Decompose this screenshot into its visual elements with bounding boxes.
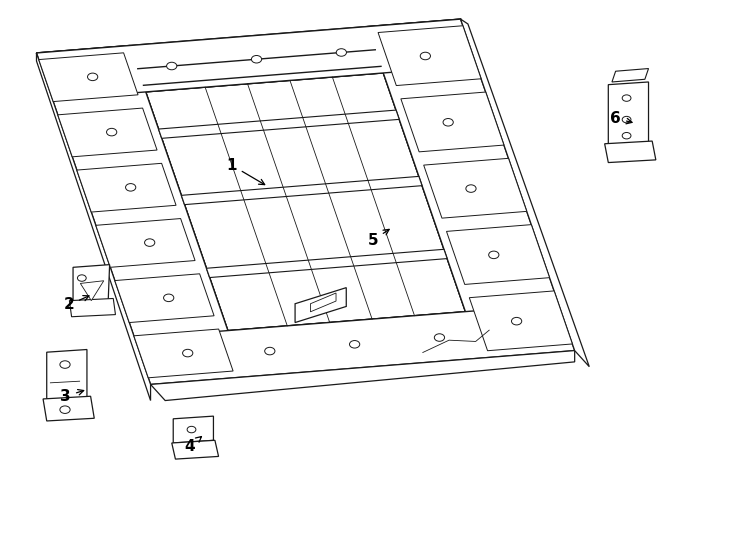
Polygon shape	[43, 396, 94, 421]
Circle shape	[106, 129, 117, 136]
Polygon shape	[47, 349, 87, 401]
Polygon shape	[310, 293, 336, 312]
Circle shape	[443, 118, 454, 126]
Polygon shape	[446, 225, 550, 285]
Circle shape	[489, 251, 499, 259]
Polygon shape	[401, 92, 504, 152]
Circle shape	[187, 427, 196, 433]
Text: 6: 6	[610, 111, 632, 126]
Polygon shape	[181, 177, 422, 205]
Polygon shape	[39, 53, 138, 102]
Polygon shape	[70, 299, 115, 317]
Polygon shape	[96, 219, 195, 267]
Polygon shape	[37, 19, 575, 384]
Circle shape	[252, 56, 261, 63]
Polygon shape	[612, 69, 649, 82]
Polygon shape	[115, 274, 214, 322]
Circle shape	[60, 406, 70, 414]
Polygon shape	[378, 26, 481, 85]
Polygon shape	[77, 163, 176, 212]
Polygon shape	[469, 291, 573, 350]
Text: 3: 3	[60, 389, 84, 404]
Circle shape	[265, 347, 275, 355]
Polygon shape	[37, 19, 476, 99]
Circle shape	[60, 361, 70, 368]
Circle shape	[336, 49, 346, 56]
Polygon shape	[37, 53, 150, 401]
Circle shape	[435, 334, 445, 341]
Circle shape	[167, 62, 177, 70]
Circle shape	[145, 239, 155, 246]
Text: 5: 5	[368, 230, 389, 248]
Polygon shape	[146, 73, 465, 330]
Polygon shape	[367, 19, 575, 358]
Polygon shape	[172, 440, 219, 459]
Text: 2: 2	[63, 295, 89, 313]
Polygon shape	[134, 329, 233, 378]
Circle shape	[183, 349, 193, 357]
Polygon shape	[424, 158, 527, 218]
Polygon shape	[150, 350, 575, 401]
Polygon shape	[80, 281, 103, 301]
Circle shape	[622, 132, 631, 139]
Circle shape	[77, 275, 86, 281]
Polygon shape	[461, 19, 589, 367]
Circle shape	[466, 185, 476, 192]
Circle shape	[349, 341, 360, 348]
Circle shape	[164, 294, 174, 302]
Circle shape	[622, 116, 631, 123]
Circle shape	[126, 184, 136, 191]
Text: 1: 1	[227, 158, 265, 185]
Polygon shape	[608, 82, 649, 146]
Polygon shape	[134, 304, 575, 384]
Polygon shape	[37, 45, 244, 384]
Polygon shape	[159, 110, 399, 138]
Circle shape	[421, 52, 430, 60]
Polygon shape	[73, 265, 109, 302]
Text: 4: 4	[185, 436, 201, 454]
Circle shape	[512, 318, 522, 325]
Polygon shape	[295, 288, 346, 322]
Polygon shape	[58, 108, 157, 157]
Circle shape	[622, 95, 631, 102]
Circle shape	[87, 73, 98, 80]
Polygon shape	[206, 249, 447, 278]
Polygon shape	[173, 416, 214, 443]
Polygon shape	[605, 141, 656, 163]
